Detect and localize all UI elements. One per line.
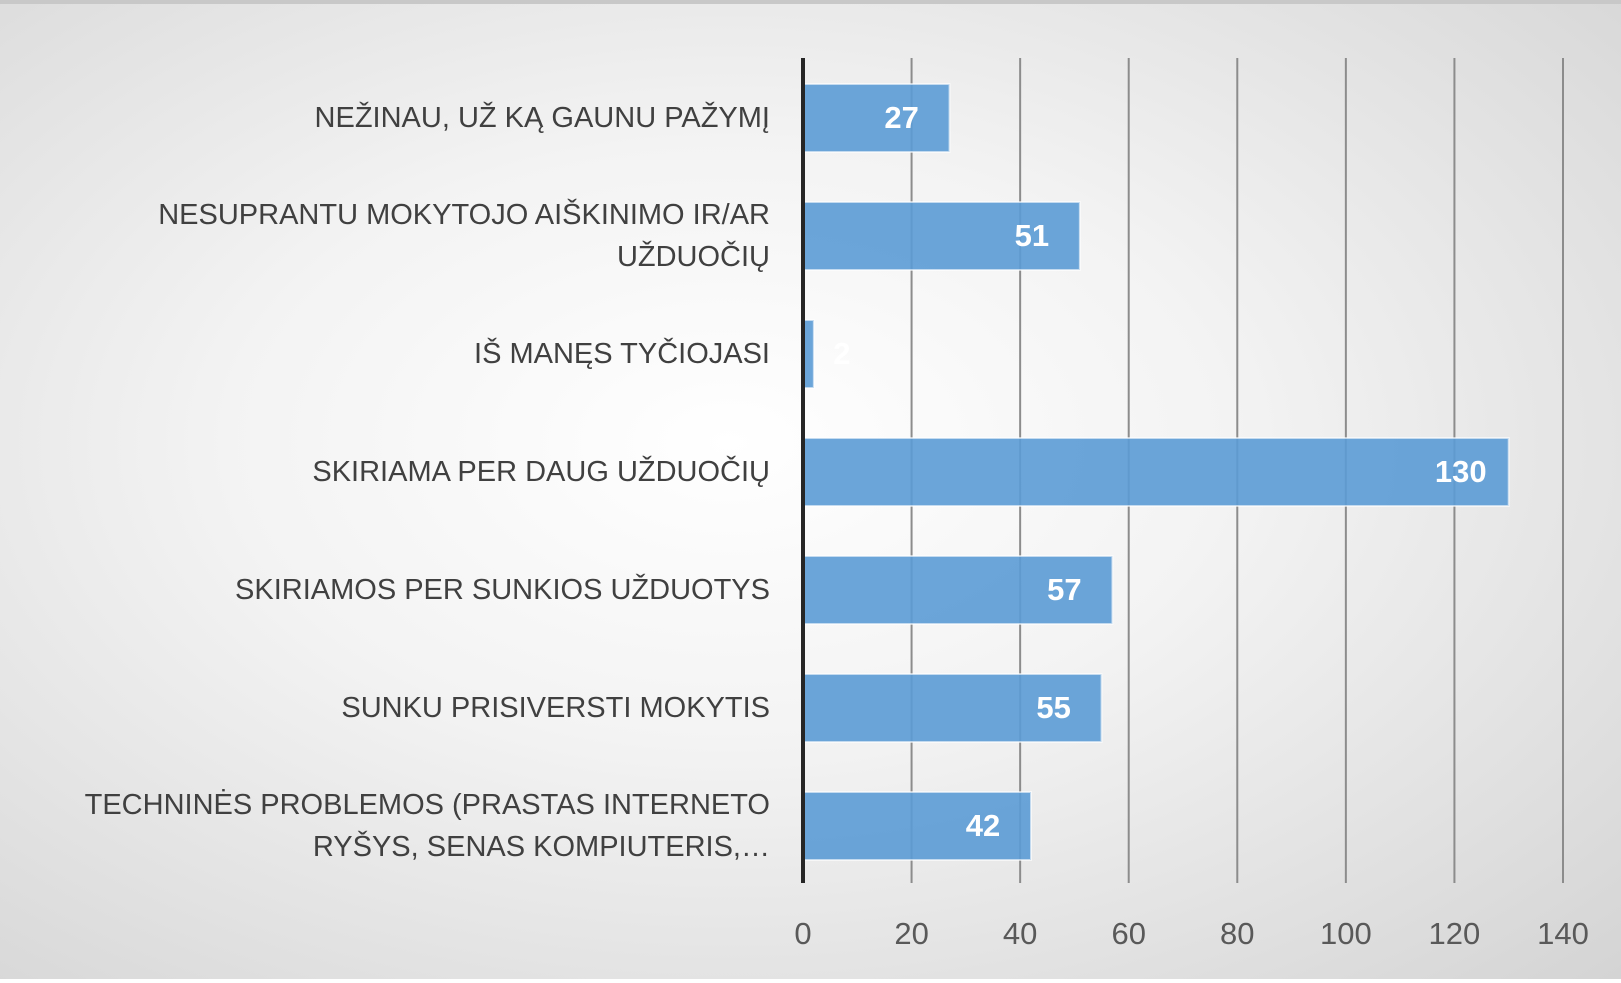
category-label: SKIRIAMOS PER SUNKIOS UŽDUOTYS (235, 573, 770, 606)
bar (802, 201, 1081, 271)
data-label: 2 (833, 336, 850, 371)
plot: 0 20 40 60 80 100 120 140 27 51 2 130 57 55 42 (794, 58, 1589, 951)
x-tick-label: 80 (1220, 916, 1254, 951)
bar (802, 791, 1032, 861)
bar (802, 437, 1510, 507)
bar (802, 83, 951, 153)
x-tick-label: 60 (1111, 916, 1145, 951)
x-tick-label: 20 (894, 916, 928, 951)
category-label: TECHNINĖS PROBLEMOS (PRASTAS INTERNETO R… (84, 788, 770, 863)
data-label: 51 (1015, 218, 1049, 253)
category-label: NEŽINAU, UŽ KĄ GAUNU PAŽYMĮ (314, 101, 770, 134)
category-label: NESUPRANTU MOKYTOJO AIŠKINIMO IR/AR UŽDU… (158, 198, 770, 273)
data-label: 55 (1036, 690, 1070, 725)
data-label: 57 (1047, 572, 1081, 607)
data-label: 27 (884, 100, 918, 135)
x-tick-label: 0 (794, 916, 811, 951)
x-tick-label: 140 (1537, 916, 1589, 951)
x-tick-label: 100 (1320, 916, 1372, 951)
x-tick-label: 40 (1003, 916, 1037, 951)
bar (802, 555, 1114, 625)
data-label: 130 (1435, 454, 1487, 489)
category-label: SKIRIAMA PER DAUG UŽDUOČIŲ (312, 455, 770, 488)
category-label: IŠ MANĘS TYČIOJASI (474, 337, 770, 370)
data-label: 42 (966, 808, 1000, 843)
bar (802, 673, 1103, 743)
category-label: SUNKU PRISIVERSTI MOKYTIS (341, 691, 770, 724)
x-tick-label: 120 (1429, 916, 1481, 951)
